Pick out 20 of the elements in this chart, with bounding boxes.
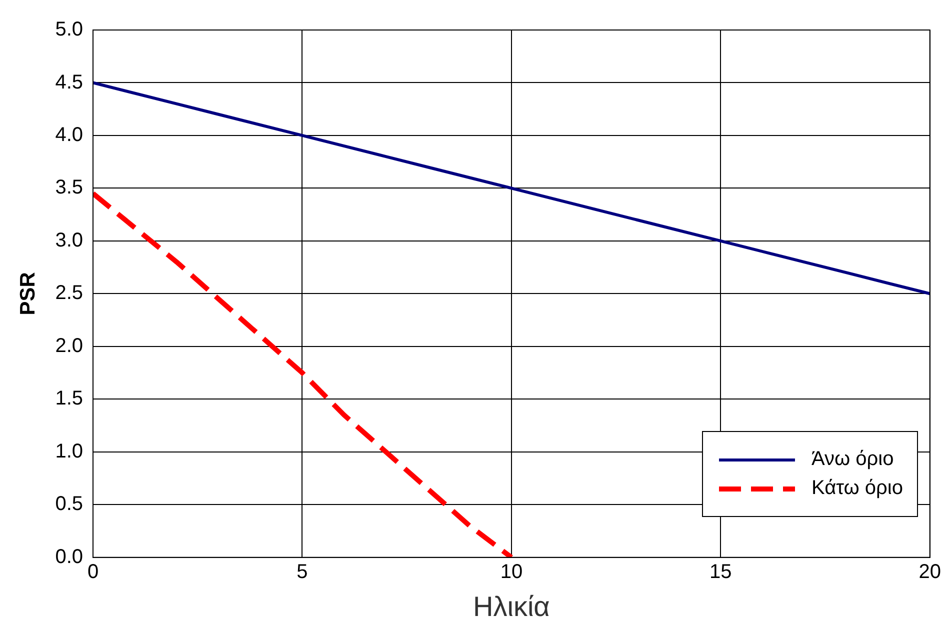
y-tick-label: 2.0: [55, 334, 84, 357]
legend-label: Άνω όριο: [811, 448, 894, 471]
x-axis-title: Ηλικία: [473, 590, 550, 622]
x-tick-label: 5: [296, 560, 308, 583]
y-axis-title: PSR: [16, 272, 40, 316]
y-tick-label: 3.5: [55, 176, 84, 199]
y-tick-label: 0.5: [55, 493, 84, 516]
x-tick-label: 20: [918, 560, 941, 583]
y-tick-label: 4.5: [55, 71, 84, 94]
x-tick-label: 0: [87, 560, 99, 583]
y-tick-label: 1.0: [55, 440, 84, 462]
y-tick-label: 4.0: [55, 124, 84, 146]
y-tick-label: 1.5: [55, 388, 84, 410]
x-tick-label: 15: [710, 560, 732, 583]
legend-label: Κάτω όριο: [811, 477, 903, 500]
y-tick-label: 0.0: [55, 546, 84, 568]
y-tick-label: 5.0: [55, 18, 84, 41]
y-tick-label: 3.0: [55, 229, 84, 252]
y-tick-label: 2.5: [55, 282, 84, 304]
x-tick-label: 10: [500, 560, 523, 583]
